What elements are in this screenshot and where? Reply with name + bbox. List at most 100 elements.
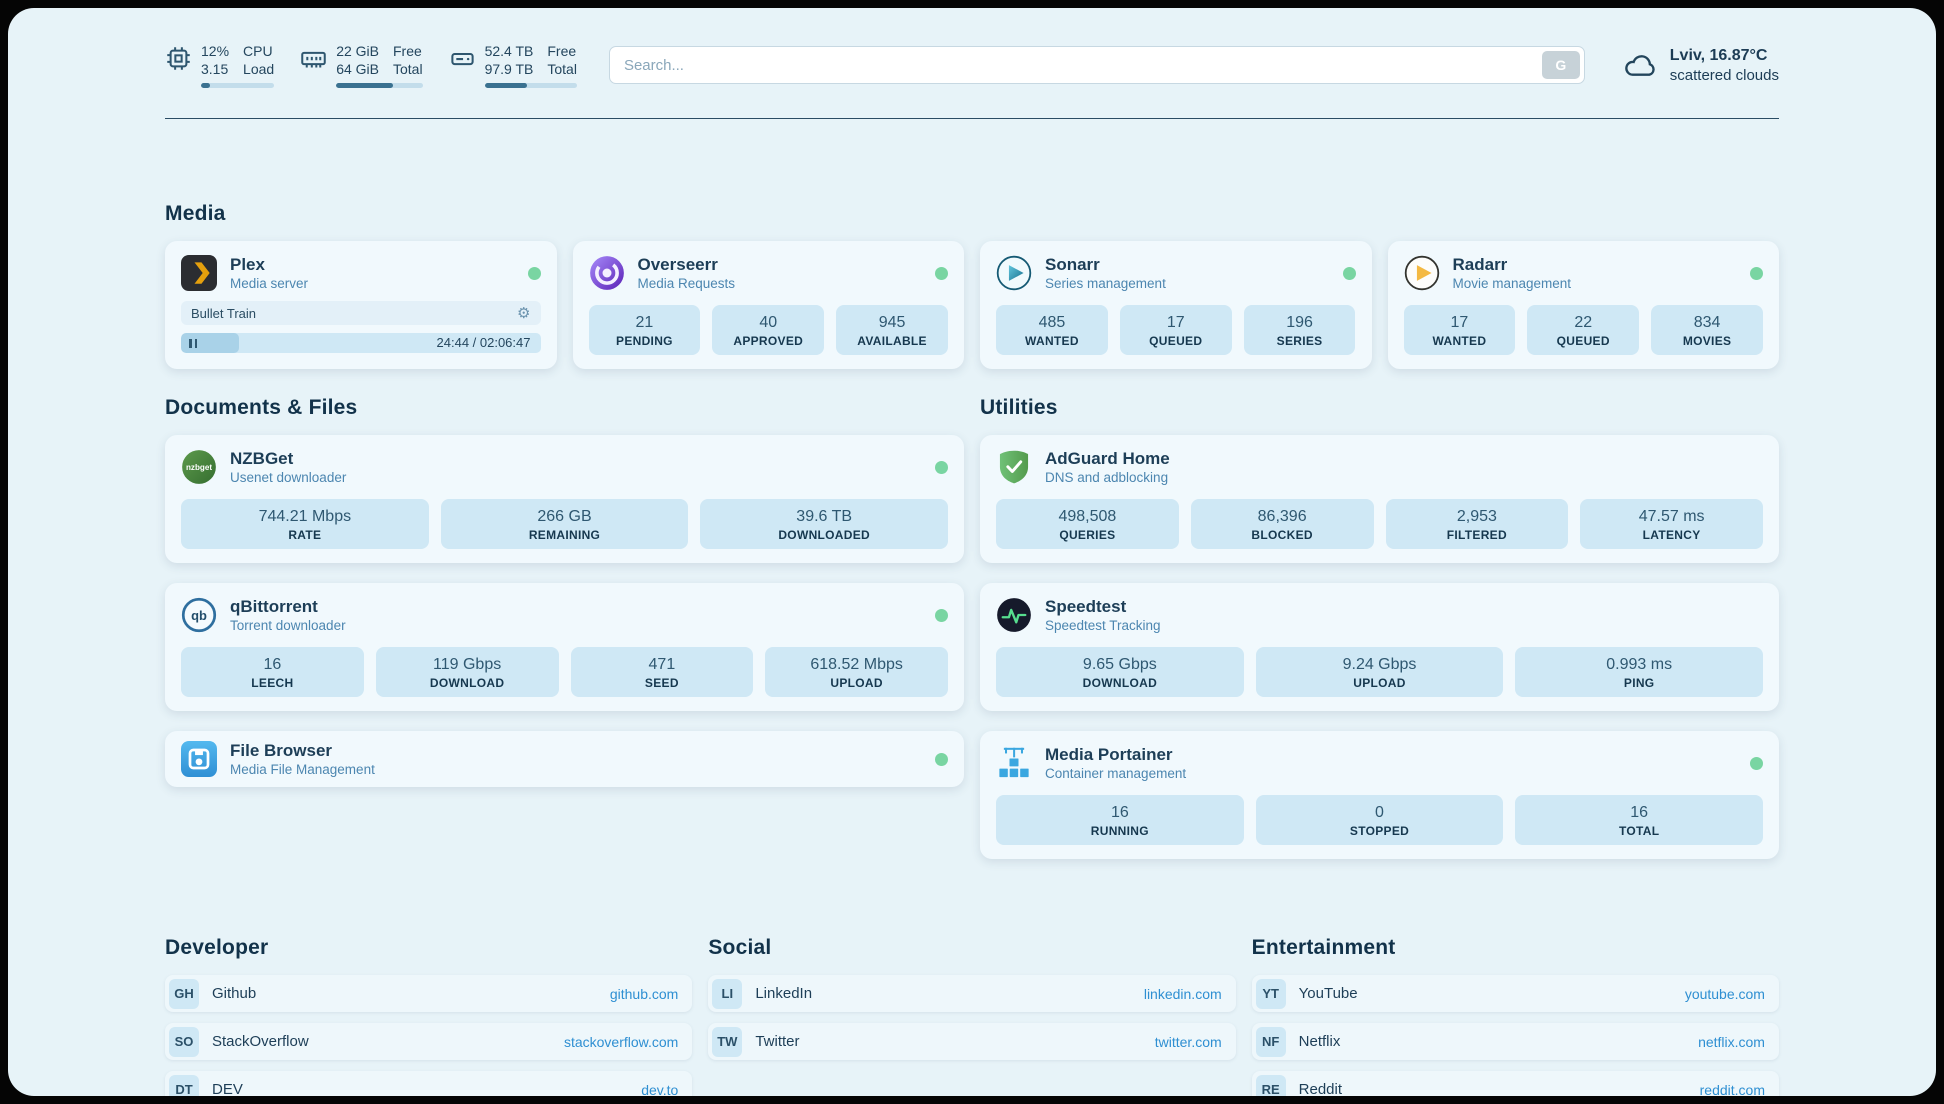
stat-upload: 618.52 Mbps UPLOAD: [765, 647, 948, 697]
app-card-speedtest[interactable]: Speedtest Speedtest Tracking 9.65 Gbps D…: [980, 583, 1779, 711]
stat-rate: 744.21 Mbps RATE: [181, 499, 429, 549]
bookmark-stackoverflow[interactable]: SO StackOverflow stackoverflow.com: [165, 1023, 693, 1060]
stat-label: DOWNLOAD: [429, 676, 505, 690]
disk-monitor: 52.4 TB Free 97.9 TB Total: [449, 42, 577, 88]
bookmark-group-entertainment: Entertainment YT YouTube youtube.com NF …: [1251, 935, 1779, 1096]
stat-blocked: 86,396 BLOCKED: [1190, 499, 1374, 549]
stats-row: 21 PENDING 40 APPROVED 945 AVAILABLE: [588, 305, 949, 355]
memory-icon: [300, 45, 327, 72]
memory-monitor: 22 GiB Free 64 GiB Total: [300, 42, 423, 88]
stats-row: 16 LEECH 119 Gbps DOWNLOAD 471 SEED 618.…: [181, 647, 948, 697]
cpu-progress-bar: [201, 83, 275, 88]
stat-label: UPLOAD: [830, 676, 883, 690]
stat-label: PING: [1623, 676, 1655, 690]
twitter-icon: TW: [712, 1026, 743, 1057]
stat-label: WANTED: [1432, 334, 1487, 348]
bookmark-reddit[interactable]: RE Reddit reddit.com: [1251, 1071, 1779, 1096]
filebrowser-card-header: File Browser Media File Management: [181, 741, 948, 777]
status-online-dot: [935, 460, 948, 474]
app-meta: File Browser Media File Management: [230, 741, 375, 777]
stat-label: BLOCKED: [1251, 528, 1313, 542]
stat-queued: 17 QUEUED: [1119, 305, 1232, 355]
stat-label: SEED: [644, 676, 679, 690]
section-title-utilities: Utilities: [980, 396, 1058, 419]
stat-stopped: 0 STOPPED: [1255, 795, 1504, 845]
stat-label: TOTAL: [1618, 824, 1660, 838]
app-card-radarr[interactable]: Radarr Movie management 17 WANTED 22 QUE…: [1387, 241, 1779, 369]
nzbget-icon: nzbget: [181, 449, 217, 485]
netflix-icon: NF: [1255, 1026, 1286, 1057]
reddit-icon: RE: [1255, 1074, 1286, 1096]
bookmark-name: LinkedIn: [755, 985, 813, 1002]
status-online-dot: [935, 752, 948, 766]
app-meta: Overseerr Media Requests: [638, 255, 736, 291]
stat-label: QUERIES: [1059, 528, 1116, 542]
stat-download: 9.65 Gbps DOWNLOAD: [996, 647, 1244, 697]
section-title-developer: Developer: [165, 936, 269, 959]
bookmark-url: netflix.com: [1698, 1033, 1765, 1050]
filebrowser-icon: [181, 741, 217, 777]
now-playing-title: Bullet Train: [191, 305, 257, 321]
search-input[interactable]: [608, 46, 1585, 84]
app-card-nzbget[interactable]: nzbget NZBGet Usenet downloader 744.21 M…: [165, 435, 964, 563]
stat-value: 39.6 TB: [796, 508, 853, 525]
bookmark-name: DEV: [212, 1081, 243, 1096]
bookmark-name: Github: [212, 985, 257, 1002]
app-subtitle: Container management: [1045, 766, 1187, 781]
stat-value: 618.52 Mbps: [810, 656, 903, 673]
stackoverflow-icon: SO: [169, 1026, 199, 1057]
middle-columns: Documents & Files nzbget NZBGet Usenet d…: [165, 395, 1779, 879]
app-card-qbittorrent[interactable]: qb qBittorrent Torrent downloader 16 LEE…: [165, 583, 964, 711]
bookmark-name: StackOverflow: [212, 1033, 309, 1050]
memory-free-value: 22 GiB: [336, 43, 379, 59]
app-meta: qBittorrent Torrent downloader: [230, 597, 346, 633]
bookmark-url: twitter.com: [1154, 1033, 1222, 1050]
speedtest-card-header: Speedtest Speedtest Tracking: [996, 597, 1763, 633]
sonarr-card-header: Sonarr Series management: [996, 255, 1356, 291]
app-card-plex[interactable]: Plex Media server Bullet Train ⚙ 24:44 /…: [165, 241, 557, 369]
stat-seed: 471 SEED: [570, 647, 754, 697]
app-card-portainer[interactable]: Media Portainer Container management 16 …: [980, 731, 1779, 859]
disk-free-value: 52.4 TB: [484, 43, 534, 59]
status-online-dot: [1750, 266, 1763, 280]
bookmark-github[interactable]: GH Github github.com: [165, 975, 693, 1012]
youtube-icon: YT: [1255, 978, 1286, 1009]
app-meta: Plex Media server: [230, 255, 308, 291]
gear-icon[interactable]: ⚙: [517, 304, 531, 322]
bookmark-twitter[interactable]: TW Twitter twitter.com: [708, 1023, 1236, 1060]
search-engine-button[interactable]: G: [1541, 51, 1580, 79]
disk-total-value: 97.9 TB: [484, 61, 534, 77]
status-online-dot: [1342, 266, 1356, 280]
stat-remaining: 266 GB REMAINING: [440, 499, 689, 549]
cloud-icon: [1623, 50, 1659, 80]
portainer-icon: [996, 745, 1032, 781]
bookmark-linkedin[interactable]: LI LinkedIn linkedin.com: [708, 975, 1236, 1012]
playback-progress-track[interactable]: 24:44 / 02:06:47: [181, 333, 541, 353]
radarr-card-header: Radarr Movie management: [1404, 255, 1763, 291]
pause-button[interactable]: [181, 333, 239, 353]
stat-value: 9.24 Gbps: [1342, 656, 1417, 673]
app-subtitle: Speedtest Tracking: [1045, 618, 1161, 633]
bookmark-netflix[interactable]: NF Netflix netflix.com: [1251, 1023, 1779, 1060]
stat-value: 945: [878, 314, 906, 331]
app-subtitle: DNS and adblocking: [1045, 470, 1169, 485]
plex-card-header: Plex Media server: [181, 255, 541, 291]
app-name: Overseerr: [637, 255, 718, 274]
bookmark-dev[interactable]: DT DEV dev.to: [165, 1071, 693, 1097]
stat-value: 266 GB: [537, 508, 592, 525]
app-card-adguard[interactable]: AdGuard Home DNS and adblocking 498,508 …: [980, 435, 1779, 563]
status-online-dot: [1750, 756, 1763, 770]
app-card-sonarr[interactable]: Sonarr Series management 485 WANTED 17 Q…: [980, 241, 1372, 369]
stats-row: 485 WANTED 17 QUEUED 196 SERIES: [996, 305, 1356, 355]
app-meta: Radarr Movie management: [1453, 255, 1572, 291]
stat-value: 498,508: [1058, 508, 1117, 525]
stat-wanted: 17 WANTED: [1403, 305, 1516, 355]
stat-latency: 47.57 ms LATENCY: [1580, 499, 1763, 549]
app-subtitle: Series management: [1045, 276, 1166, 291]
app-card-filebrowser[interactable]: File Browser Media File Management: [165, 731, 964, 787]
bookmark-youtube[interactable]: YT YouTube youtube.com: [1251, 975, 1779, 1012]
stats-row: 9.65 Gbps DOWNLOAD 9.24 Gbps UPLOAD 0.99…: [996, 647, 1764, 697]
bookmark-url: dev.to: [641, 1081, 679, 1097]
app-card-overseerr[interactable]: Overseerr Media Requests 21 PENDING 40 A…: [572, 241, 964, 369]
stat-available: 945 AVAILABLE: [836, 305, 948, 355]
